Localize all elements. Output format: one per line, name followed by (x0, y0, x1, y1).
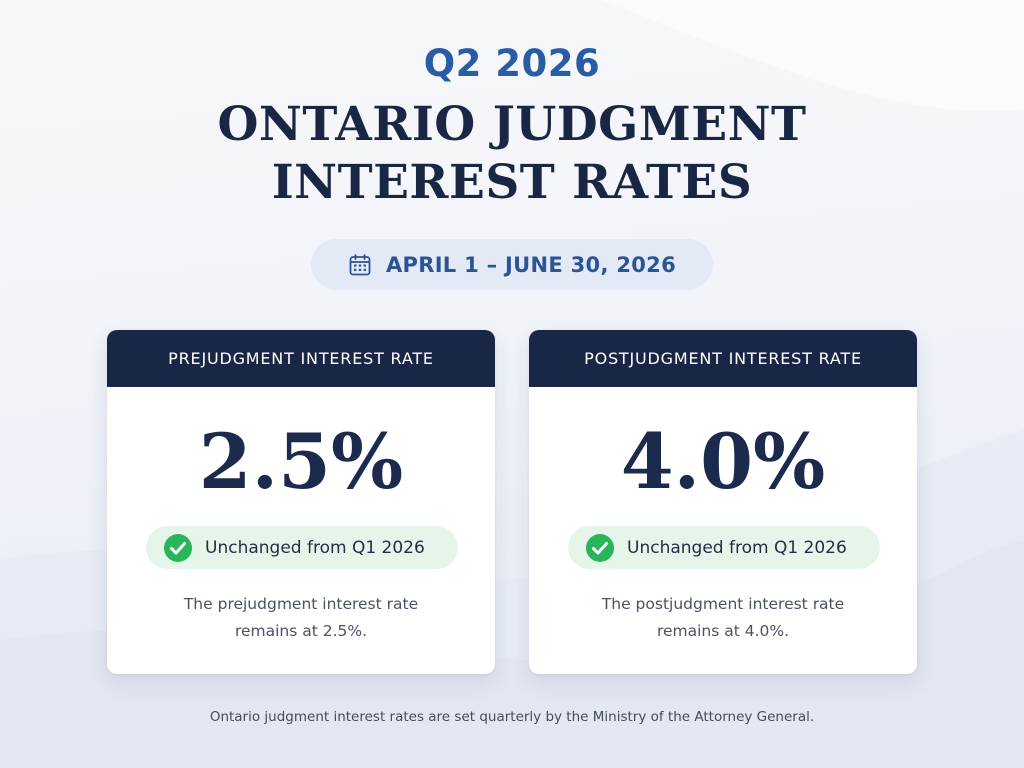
quarter-label: Q2 2026 (423, 42, 601, 85)
description-line-2: remains at 4.0%. (656, 622, 790, 640)
status-text: Unchanged from Q1 2026 (205, 537, 425, 558)
footnote: Ontario judgment interest rates are set … (209, 709, 815, 725)
calendar-icon (349, 253, 371, 275)
title-line-2: INTEREST RATES (271, 155, 753, 210)
rate-value: 4.0% (620, 417, 826, 506)
date-range-pill: APRIL 1 – JUNE 30, 2026 (311, 239, 713, 290)
card-heading: POSTJUDGMENT INTEREST RATE (529, 330, 917, 387)
rate-description: The prejudgment interest rate remains at… (107, 591, 495, 645)
status-badge: Unchanged from Q1 2026 (568, 526, 880, 569)
card-heading: PREJUDGMENT INTEREST RATE (107, 330, 495, 387)
title-line-1: ONTARIO JUDGMENT (217, 97, 807, 152)
status-badge: Unchanged from Q1 2026 (146, 526, 458, 569)
description-line-1: The postjudgment interest rate (601, 595, 845, 613)
description-line-1: The prejudgment interest rate (183, 595, 419, 613)
prejudgment-rate-card: PREJUDGMENT INTEREST RATE 2.5% Unchanged… (107, 330, 495, 674)
rate-value: 2.5% (198, 417, 404, 506)
date-range-text: APRIL 1 – JUNE 30, 2026 (385, 252, 676, 277)
status-text: Unchanged from Q1 2026 (627, 537, 847, 558)
check-circle-icon (164, 533, 192, 562)
postjudgment-rate-card: POSTJUDGMENT INTEREST RATE 4.0% Unchange… (529, 330, 917, 674)
page-title: ONTARIO JUDGMENT INTEREST RATES (0, 96, 1024, 212)
rate-description: The postjudgment interest rate remains a… (529, 591, 917, 645)
check-circle-icon (586, 533, 614, 562)
description-line-2: remains at 2.5%. (234, 622, 368, 640)
